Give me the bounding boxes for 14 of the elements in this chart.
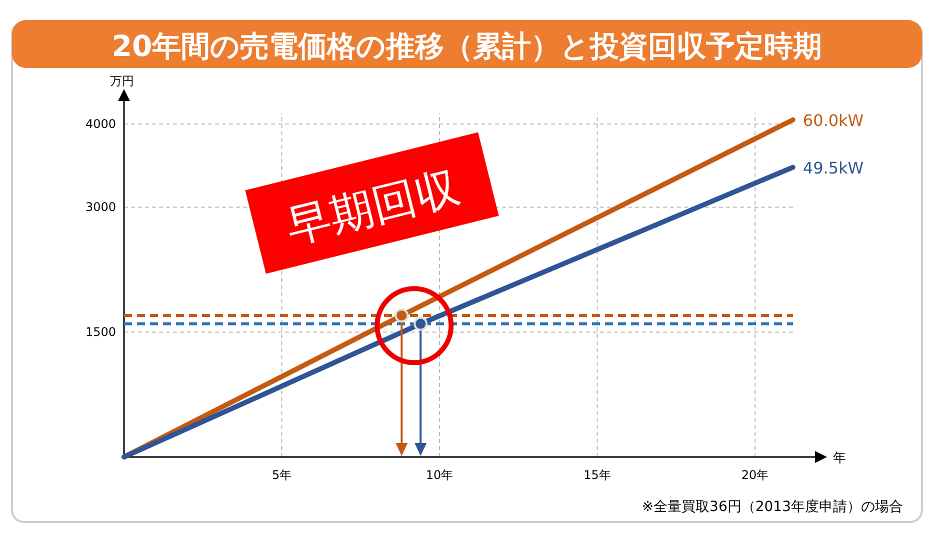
annotation: 早期回収	[282, 161, 465, 254]
series-label: 49.5kW	[802, 158, 864, 178]
x-tick-label: 20年	[741, 468, 769, 482]
series-label: 60.0kW	[802, 110, 864, 130]
chart-title: 20年間の売電価格の推移（累計）と投資回収予定時期	[112, 29, 822, 63]
x-tick-label: 15年	[584, 468, 611, 482]
y-tick-label: 3000	[85, 200, 116, 214]
x-tick-label: 10年	[426, 468, 454, 482]
x-axis-title: 年	[833, 451, 846, 466]
y-tick-label: 1500	[85, 325, 116, 340]
y-axis-title: 万円	[110, 74, 134, 88]
text: ※全量買取36円（2013年度申請）の場合	[642, 499, 903, 515]
y-tick-label: 4000	[85, 116, 116, 131]
x-tick-label: 5年	[272, 468, 292, 482]
